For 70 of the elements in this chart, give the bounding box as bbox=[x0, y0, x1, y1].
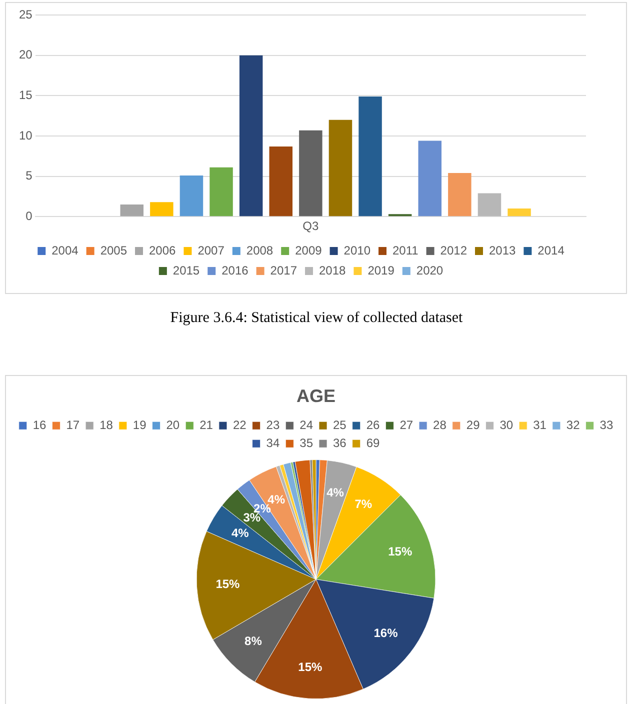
legend-label: 2012 bbox=[440, 243, 468, 258]
bar bbox=[150, 202, 174, 216]
legend-label: 69 bbox=[366, 436, 380, 450]
legend-label: 2019 bbox=[368, 263, 395, 278]
y-tick-label: 0 bbox=[26, 208, 33, 223]
bar bbox=[180, 175, 204, 216]
bar bbox=[418, 140, 442, 216]
legend-label: 31 bbox=[533, 418, 547, 432]
legend-label: 22 bbox=[232, 418, 247, 432]
data-label: 15% bbox=[298, 660, 322, 674]
data-label: 4% bbox=[268, 492, 286, 507]
bar bbox=[210, 167, 233, 216]
legend-label: 20 bbox=[166, 418, 180, 432]
chart-title: AGE bbox=[296, 386, 336, 406]
legend-label: 33 bbox=[600, 418, 614, 432]
y-tick-label: 10 bbox=[18, 128, 33, 142]
legend-label: 2009 bbox=[295, 243, 322, 258]
legend-label: 2013 bbox=[488, 243, 516, 258]
legend-label: 29 bbox=[466, 418, 480, 432]
legend-label: 2004 bbox=[52, 243, 79, 258]
bar bbox=[299, 130, 322, 216]
bar bbox=[328, 120, 352, 216]
y-tick-label: 5 bbox=[26, 168, 33, 183]
legend-label: 28 bbox=[433, 418, 447, 432]
bar bbox=[448, 173, 472, 216]
bar bbox=[508, 208, 531, 216]
legend-label: 2006 bbox=[149, 243, 176, 258]
legend-label: 34 bbox=[266, 436, 280, 450]
legend-label: 18 bbox=[100, 418, 114, 432]
data-label: 15% bbox=[388, 544, 412, 558]
legend-label: 16 bbox=[32, 418, 47, 432]
legend-label: 27 bbox=[400, 418, 414, 432]
x-tick-label: Q3 bbox=[302, 219, 319, 234]
caption: Figure 3.6.4: Statistical view of collected dataset bbox=[169, 310, 464, 327]
legend-label: 17 bbox=[66, 418, 80, 432]
legend-label: 36 bbox=[333, 436, 347, 450]
y-tick-label: 15 bbox=[18, 88, 33, 102]
data-label: 16% bbox=[374, 626, 398, 640]
y-tick-label: 20 bbox=[18, 48, 33, 62]
bar bbox=[478, 193, 502, 216]
legend-label: 2018 bbox=[319, 263, 346, 278]
legend-label: 2010 bbox=[344, 243, 371, 258]
bar bbox=[269, 146, 292, 216]
y-tick-label: 25 bbox=[18, 7, 33, 22]
legend-label: 2007 bbox=[198, 243, 225, 258]
legend-label: 24 bbox=[300, 418, 314, 432]
legend-label: 2014 bbox=[538, 243, 565, 258]
legend-label: 2011 bbox=[392, 243, 419, 258]
bar bbox=[239, 55, 263, 216]
data-label: 4% bbox=[231, 526, 250, 540]
bar bbox=[358, 96, 382, 216]
legend-label: 21 bbox=[200, 418, 214, 432]
legend-label: 2016 bbox=[222, 263, 249, 278]
bar bbox=[120, 204, 144, 216]
legend-label: 26 bbox=[366, 418, 380, 432]
data-label: 7% bbox=[354, 496, 372, 511]
legend-label: 19 bbox=[132, 418, 147, 432]
legend-label: 30 bbox=[500, 418, 514, 432]
legend-label: 2020 bbox=[416, 263, 444, 278]
data-label: 4% bbox=[326, 485, 344, 500]
data-label: 15% bbox=[216, 576, 240, 591]
legend-label: 2017 bbox=[270, 263, 298, 278]
legend-label: 2008 bbox=[246, 243, 274, 258]
legend-label: 2005 bbox=[100, 243, 128, 258]
legend-label: 23 bbox=[266, 418, 280, 432]
legend-label: 25 bbox=[333, 418, 347, 432]
legend-label: 35 bbox=[300, 436, 314, 450]
legend-label: 32 bbox=[566, 418, 580, 432]
legend-label: 2015 bbox=[172, 263, 200, 278]
data-label: 8% bbox=[244, 634, 262, 648]
